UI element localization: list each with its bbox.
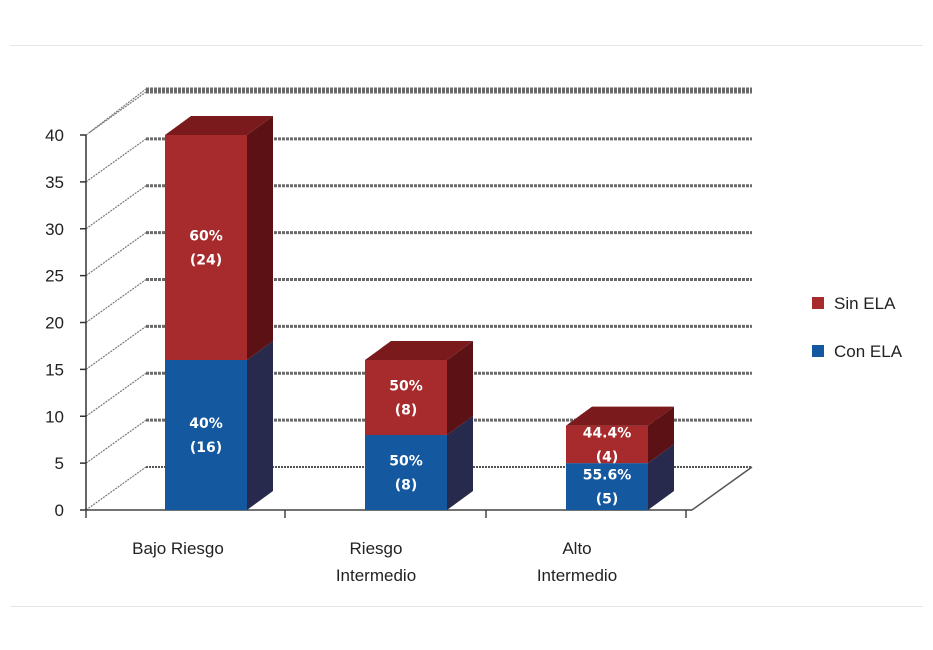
gridline-diagonal (85, 419, 147, 464)
data-label: (8) (395, 478, 418, 494)
y-tick-label: 5 (55, 454, 64, 473)
gridline-diagonal (85, 372, 147, 417)
chart-frame (10, 45, 923, 607)
data-label: (16) (190, 440, 222, 456)
label-layer: 40% (16) 60% (24) 50% (8) 50% (8) 55.6% (5) 44.4% (… (189, 229, 631, 508)
bar-con-ela-alto-intermedio-side (648, 444, 674, 510)
gridline-diagonal (85, 325, 147, 370)
gridline-diagonal (85, 138, 147, 183)
bar-sin-ela-riesgo-intermedio-side (447, 341, 473, 435)
data-label: 40% (189, 416, 223, 432)
bar-con-ela-riesgo-intermedio-side (447, 416, 473, 510)
bar-sin-ela-riesgo-intermedio-top (365, 341, 473, 360)
legend-label-sin-ela: Sin ELA (834, 294, 896, 313)
x-category-label: Alto (562, 539, 591, 558)
bar-sin-ela-bajo-riesgo (165, 135, 247, 360)
legend-swatch-sin-ela (812, 297, 824, 309)
bar-sin-ela-riesgo-intermedio (365, 360, 447, 435)
data-label: 50% (389, 379, 423, 395)
data-label: (5) (596, 492, 619, 508)
gridline-diagonal (85, 185, 147, 230)
legend-layer: Sin ELA Con ELA (812, 294, 903, 361)
data-label: 60% (189, 229, 223, 245)
bar-sin-ela-bajo-riesgo-top (165, 116, 273, 135)
bar-con-ela-bajo-riesgo (165, 360, 247, 510)
bar-con-ela-alto-intermedio (566, 463, 648, 510)
gridline-diagonal (85, 232, 147, 277)
bar-layer (165, 116, 674, 510)
data-label: (4) (596, 449, 619, 465)
y-tick-label: 20 (45, 314, 64, 333)
y-tick-label: 40 (45, 126, 64, 145)
bar-sin-ela-alto-intermedio-side (648, 406, 674, 464)
gridline-diagonal (85, 466, 147, 511)
gridline-diagonal (89, 88, 147, 133)
data-label: 50% (389, 454, 423, 470)
bar-con-ela-bajo-riesgo-side (247, 341, 273, 510)
floor-right-edge (691, 466, 753, 511)
y-tick-label: 15 (45, 360, 64, 379)
x-category-label: Intermedio (537, 566, 617, 585)
legend-swatch-con-ela (812, 345, 824, 357)
data-label: 44.4% (583, 425, 632, 441)
data-label: (24) (190, 253, 222, 269)
bar-sin-ela-bajo-riesgo-side (247, 116, 273, 360)
legend-label-con-ela: Con ELA (834, 342, 903, 361)
bar-sin-ela-alto-intermedio-top (566, 406, 674, 426)
data-label: (8) (395, 403, 418, 419)
x-category-label: Riesgo (350, 539, 403, 558)
y-tick-label: 10 (45, 407, 64, 426)
gridline-diagonal (85, 279, 147, 323)
x-category-label: Bajo Riesgo (132, 539, 224, 558)
y-tick-label: 25 (45, 267, 64, 286)
bar-sin-ela-alto-intermedio (566, 425, 648, 464)
y-tick-label: 35 (45, 173, 64, 192)
y-tick-label: 0 (55, 501, 64, 520)
data-label: 55.6% (583, 468, 632, 484)
bar-con-ela-riesgo-intermedio (365, 435, 447, 510)
x-category-label: Intermedio (336, 566, 416, 585)
y-tick-label: 30 (45, 220, 64, 239)
